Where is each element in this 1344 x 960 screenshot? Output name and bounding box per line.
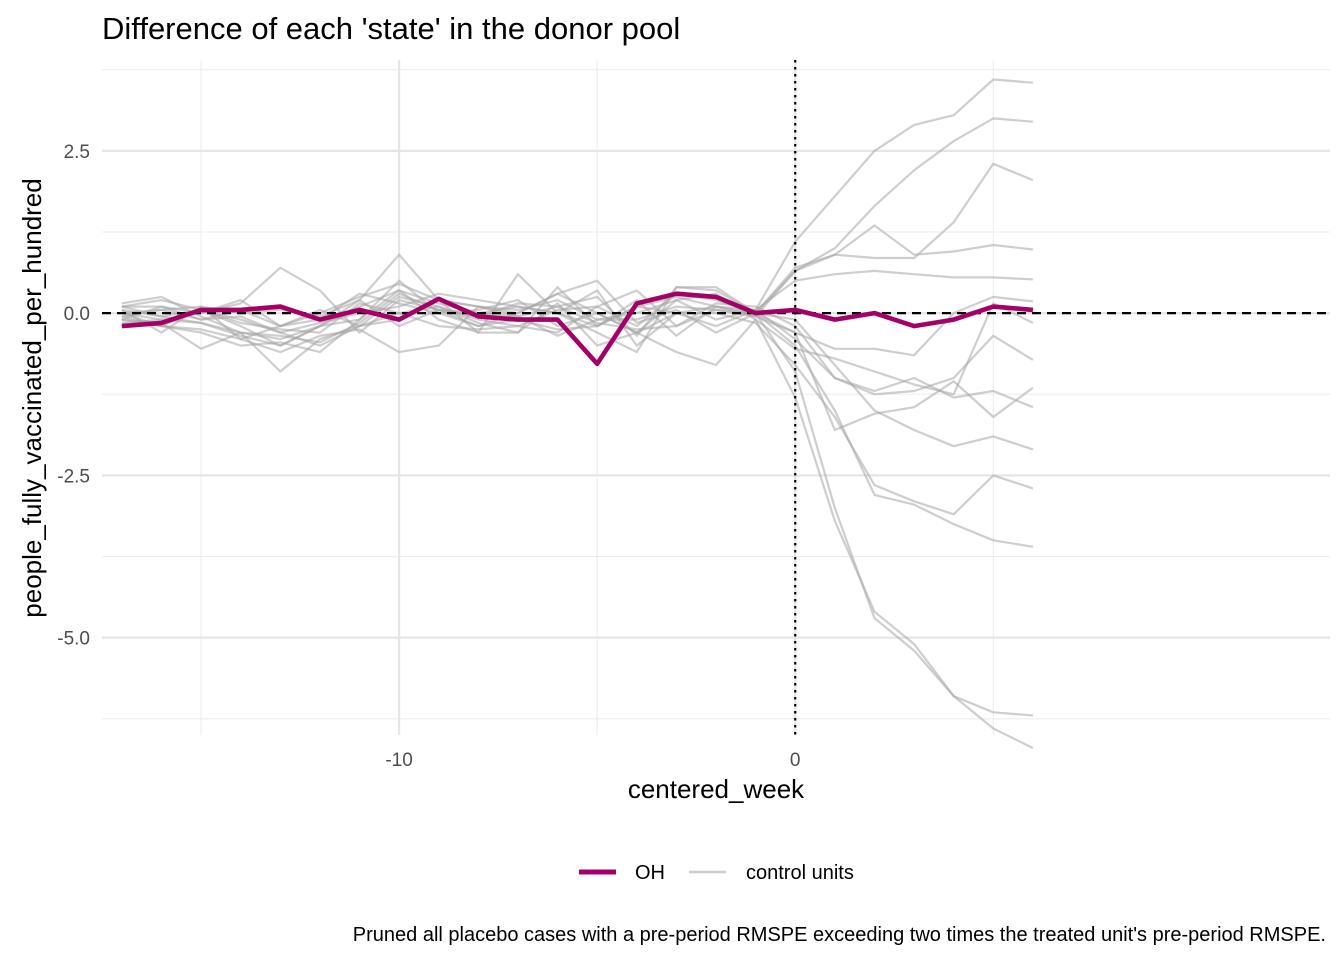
grid: [102, 60, 1330, 735]
x-tick-label: 0: [790, 750, 801, 771]
control-unit-line-13: [121, 292, 1034, 396]
y-axis-title: people_fully_vaccinated_per_hundred: [17, 178, 47, 617]
treated-line-oh: [121, 291, 1034, 367]
y-tick-label: -2.5: [57, 466, 90, 487]
x-axis-title: centered_week: [628, 774, 805, 804]
plot-area: [102, 60, 1330, 749]
chart-title: Difference of each 'state' in the donor …: [102, 11, 680, 46]
treated-line: [121, 291, 1034, 367]
control-unit-line-15: [121, 286, 1034, 451]
y-tick-label: -5.0: [57, 629, 90, 650]
y-tick-label: 0.0: [64, 304, 90, 325]
control-unit-line-7: [121, 302, 1033, 717]
control-unit-line-4: [121, 162, 1034, 334]
chart-caption: Pruned all placebo cases with a pre-peri…: [353, 924, 1326, 946]
control-lines: [121, 78, 1034, 749]
control-unit-line-12: [121, 299, 1034, 409]
legend-label-treated: OH: [635, 862, 665, 884]
legend-label-control: control units: [746, 862, 854, 884]
x-axis-ticks: -10 0: [385, 750, 800, 771]
x-tick-label: -10: [385, 750, 412, 771]
y-tick-label: 2.5: [64, 142, 90, 163]
legend: OH control units: [579, 862, 854, 884]
control-unit-line-10: [121, 295, 1034, 357]
control-unit-line-6: [121, 253, 1034, 548]
y-axis-ticks: 2.5 0.0 -2.5 -5.0: [57, 142, 90, 650]
control-unit-line-9: [121, 289, 1034, 516]
